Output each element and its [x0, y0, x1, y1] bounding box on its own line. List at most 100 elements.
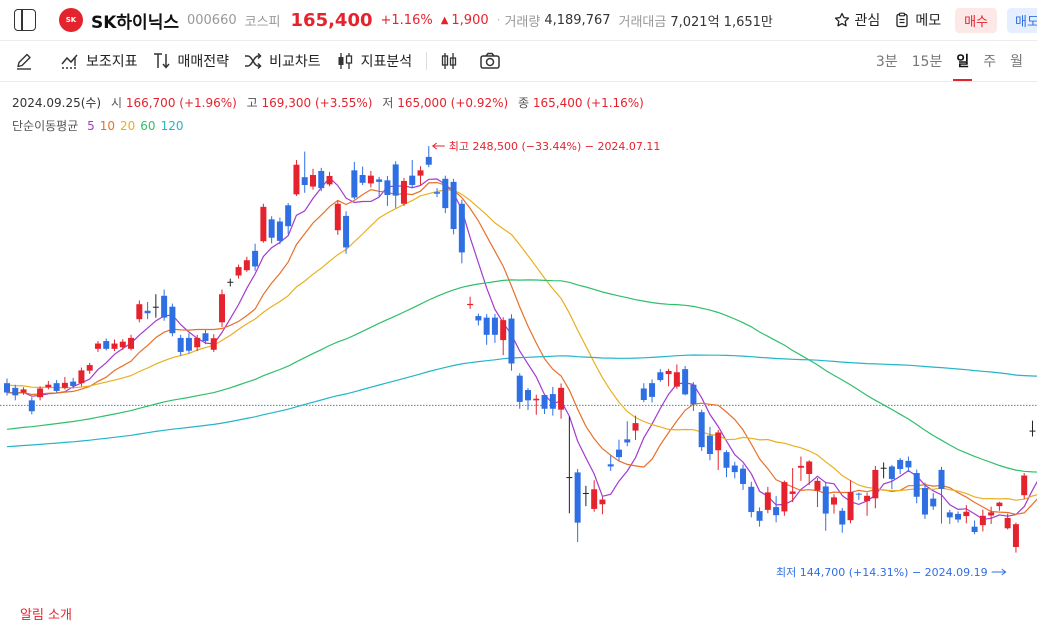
chart-toolbar: 보조지표 매매전략 비교차트 지표분석 [0, 41, 1037, 82]
low-value: 165,000 (+0.92%) [397, 96, 509, 110]
price-chart[interactable]: 최고 248,500 (−33.44%) − 2024.07.11 최저 144,… [0, 82, 1037, 613]
ohlc-info: 2024.09.25(수) 시 166,700 (+1.96%) 고 169,3… [12, 94, 644, 111]
candle-body [764, 492, 771, 510]
candle-body [417, 170, 424, 176]
indicators-label: 보조지표 [86, 54, 138, 70]
candle-body [20, 389, 27, 393]
trade-value-label: 거래대금 [618, 14, 667, 30]
stock-name: SK하이닉스 [91, 12, 179, 33]
candle-body [905, 460, 912, 468]
sidebar-toggle-icon[interactable] [14, 9, 36, 31]
sell-button[interactable]: 매도 [1007, 7, 1037, 33]
candle-body [53, 383, 60, 391]
stock-code: 000660 [186, 12, 237, 28]
strategy-button[interactable]: 매매전략 [152, 51, 229, 71]
candle-body [128, 337, 135, 349]
period-tab-3[interactable]: 주 [983, 54, 997, 70]
low-arrow-icon [1001, 568, 1007, 576]
candle-body [467, 303, 474, 306]
period-tab-2[interactable]: 일 [953, 51, 973, 81]
candle-body [582, 493, 589, 495]
candle-body [425, 156, 432, 165]
ma-period-60: 60 [140, 119, 156, 133]
candle-body [814, 480, 821, 491]
period-tab-1[interactable]: 15분 [911, 54, 943, 70]
analysis-label: 지표분석 [360, 54, 413, 70]
candle-body [351, 170, 358, 198]
candle-body [276, 221, 283, 241]
candle-body [748, 486, 755, 513]
ma-periods: 5 10 20 60 120 [82, 119, 183, 133]
candle-body [260, 206, 267, 242]
ma-period-120: 120 [160, 119, 184, 133]
memo-button[interactable]: 메모 [894, 10, 941, 30]
candle-body [161, 295, 168, 318]
compare-button[interactable]: 비교차트 [243, 51, 321, 71]
shuffle-icon [245, 52, 262, 70]
candle-body [293, 164, 300, 195]
draw-tool-button[interactable] [14, 51, 38, 71]
candle-body [855, 493, 862, 495]
candle-body [723, 452, 730, 468]
candle-body [144, 310, 151, 314]
candle-body [574, 472, 581, 523]
candle-body [136, 304, 143, 320]
candle-body [152, 306, 159, 308]
indicators-button[interactable]: 보조지표 [60, 51, 138, 71]
candle-body [219, 294, 226, 323]
screenshot-button[interactable] [479, 52, 507, 70]
candle-body [301, 177, 308, 186]
toolbar-divider [426, 52, 428, 70]
candle-body [326, 175, 333, 185]
moving-average-legend[interactable]: 단순이동평균 5 10 20 60 120 [12, 117, 183, 134]
bottom-partial-text: 알림 소개 [20, 608, 72, 623]
separator-dot: · [496, 13, 501, 27]
candle-body [202, 333, 209, 342]
candle-body [632, 423, 639, 431]
ma-line-120 [6, 354, 1037, 448]
watch-label: 관심 [854, 13, 881, 29]
candle-body [359, 175, 366, 183]
candle-body [450, 181, 457, 230]
period-tab-0[interactable]: 3분 [875, 54, 898, 70]
candle-body [897, 459, 904, 469]
camera-icon [480, 52, 500, 69]
ma-period-5: 5 [87, 119, 95, 133]
candle-body [756, 511, 763, 521]
candle-body [847, 492, 854, 521]
candle-chart-icon [338, 53, 352, 69]
ma-line-5 [6, 176, 1037, 520]
candle-body [384, 180, 391, 195]
indicator-icon [61, 54, 78, 69]
period-tab-4[interactable]: 월 [1010, 54, 1023, 70]
ohlc-date: 2024.09.25(수) [12, 96, 102, 110]
candle-body [491, 317, 498, 335]
candle-body [988, 512, 995, 516]
candle-body [533, 398, 540, 401]
candle-body [268, 219, 275, 238]
candle-body [615, 449, 622, 458]
up-arrow-icon: ▲ [440, 14, 449, 26]
candle-body [781, 482, 788, 512]
analysis-button[interactable]: 지표분석 [335, 51, 413, 71]
buy-button[interactable]: 매수 [955, 7, 997, 33]
open-value: 166,700 (+1.96%) [125, 96, 237, 110]
open-label: 시 [110, 96, 122, 110]
candle-body [963, 511, 970, 517]
candle-body [591, 489, 598, 509]
candle-body [252, 250, 259, 267]
candle-body [541, 395, 548, 409]
candle-body [913, 473, 920, 497]
candle-toggle-button[interactable] [439, 52, 465, 70]
ma-period-20: 20 [120, 119, 136, 133]
logo-text: SK [65, 16, 77, 24]
watch-button[interactable]: 관심 [834, 10, 881, 30]
candle-body [657, 372, 664, 381]
candle-body [508, 318, 515, 364]
candle-body [1004, 517, 1011, 529]
high-label: 고 [246, 96, 258, 110]
candle-body [343, 215, 350, 248]
compare-label: 비교차트 [269, 54, 321, 70]
period-selector: 3분 15분 일 주 월 [876, 41, 1037, 81]
clipboard-icon [896, 12, 908, 28]
